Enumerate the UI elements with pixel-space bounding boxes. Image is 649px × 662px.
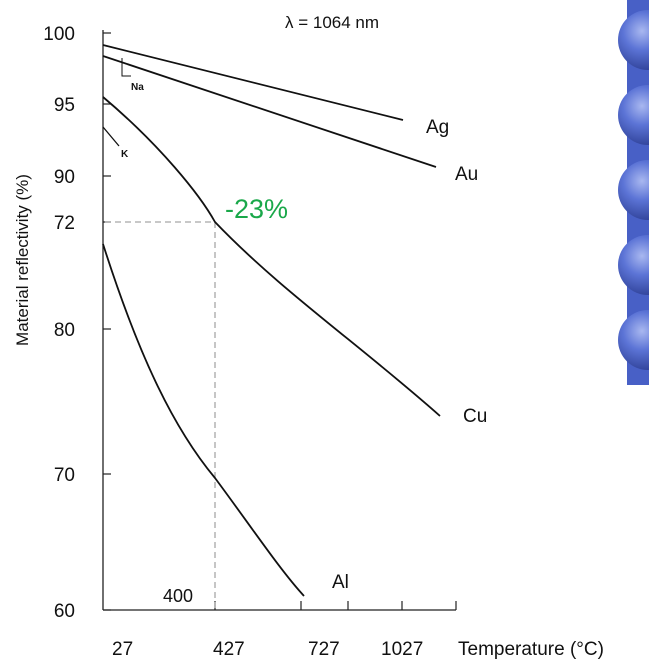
x-tick-label: 27: [112, 639, 133, 660]
y-tick-label: 100: [43, 24, 75, 45]
y-tick-label: 72: [54, 213, 75, 234]
series-line-au: [102, 55, 437, 168]
y-tick-label: 70: [54, 465, 75, 486]
series-line-ag: [102, 44, 404, 121]
reduction-callout: -23%: [225, 194, 288, 224]
series-line-al: [102, 243, 305, 597]
series-line-cu: [102, 96, 441, 417]
wavelength-annotation: λ = 1064 nm: [285, 13, 379, 32]
y-axis-title: Material reflectivity (%): [13, 174, 32, 346]
sphere-image-strip: [618, 0, 649, 385]
x-tick-label: 1027: [381, 639, 423, 660]
y-tick-label: 60: [54, 601, 75, 622]
series-label-cu: Cu: [463, 406, 487, 427]
y-tick-label: 95: [54, 95, 75, 116]
series-line-k: [102, 126, 120, 147]
x-tick-label: 727: [308, 639, 340, 660]
na-bracket: [121, 58, 131, 77]
series-label-ag: Ag: [426, 117, 449, 138]
y-ticks: [103, 32, 111, 611]
x-ticks: [214, 601, 457, 610]
y-tick-label: 80: [54, 320, 75, 341]
series-label-au: Au: [455, 164, 478, 185]
guide-line: [105, 221, 216, 610]
x-axis-title: Temperature (°C): [458, 639, 604, 660]
y-tick-label: 90: [54, 167, 75, 188]
inset-label-na: Na: [131, 82, 144, 93]
marker-x-label: 400: [163, 586, 193, 606]
x-tick-label: 427: [213, 639, 245, 660]
series-label-al: Al: [332, 572, 349, 593]
inset-label-k: K: [121, 149, 129, 160]
